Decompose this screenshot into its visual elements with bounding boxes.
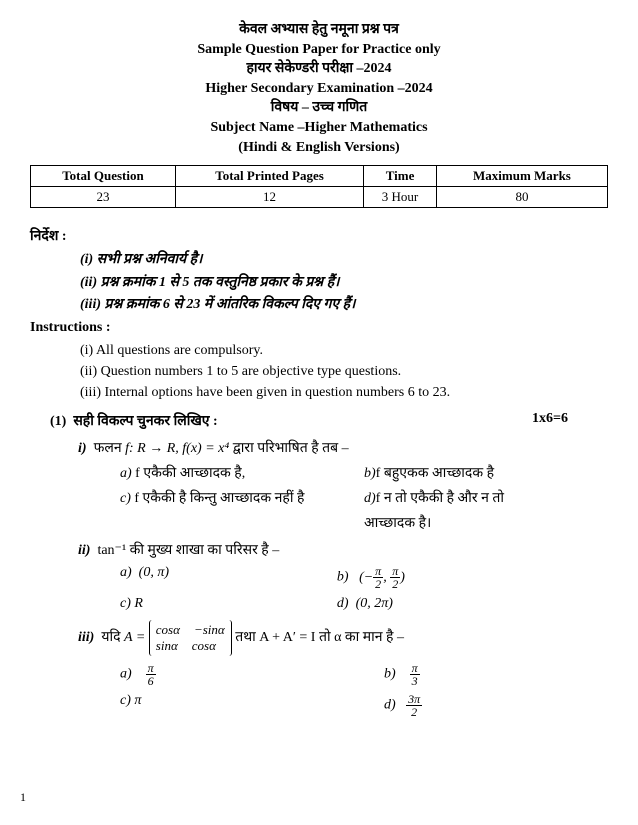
instr-iii: (iii) Internal options have been given i…	[80, 382, 608, 403]
q1-text: सही विकल्प चुनकर लिखिए :	[73, 414, 217, 429]
q1ii-opts-row2: c) R d) (0, 2π)	[120, 596, 608, 612]
q1iii: iii) यदि A = cosα−sinα sinαcosα तथा A + …	[78, 620, 608, 656]
q1ii-stem: tan⁻¹ की मुख्य शाखा का परिसर है –	[97, 543, 279, 558]
td-pages: 12	[175, 187, 363, 208]
th-pages: Total Printed Pages	[175, 166, 363, 187]
m12: −sinα	[194, 622, 225, 638]
q1-num: (1)	[50, 414, 66, 429]
th-marks: Maximum Marks	[436, 166, 607, 187]
m22: cosα	[192, 638, 216, 654]
frac-den: 2	[406, 706, 422, 718]
frac-den: 6	[146, 675, 156, 687]
q1i-opts-row3: आच्छादक है।	[120, 513, 608, 532]
opt-b: π3	[410, 662, 420, 687]
opt-label: d)	[337, 596, 349, 611]
td-marks: 80	[436, 187, 607, 208]
th-time: Time	[364, 166, 437, 187]
nirdesh-iii: (iii) प्रश्न क्रमांक 6 से 23 में आंतरिक …	[80, 294, 608, 316]
opt-label: b)	[384, 667, 396, 682]
q1i-stem1: फलन	[94, 441, 126, 456]
q1iii-stem1: यदि	[101, 631, 124, 646]
header-line: Sample Question Paper for Practice only	[30, 40, 608, 60]
opt-label: c)	[120, 693, 131, 708]
frac-den: 2	[373, 578, 383, 590]
nirdesh-i-text: (i) सभी प्रश्न अनिवार्य है।	[80, 252, 202, 267]
q1i-label: i)	[78, 441, 87, 456]
nirdesh-i: (i) सभी प्रश्न अनिवार्य है।	[80, 249, 608, 271]
instr-ii: (ii) Question numbers 1 to 5 are objecti…	[80, 361, 608, 382]
opt-c: π	[134, 693, 141, 708]
opt-b: (−π2, π2)	[359, 570, 405, 585]
frac-den: 2	[390, 578, 400, 590]
nirdesh-title: निर्देश :	[30, 226, 608, 245]
info-table: Total Question Total Printed Pages Time …	[30, 165, 608, 208]
q1i-math: f: R → R, f(x) = x⁴	[125, 441, 229, 456]
matrix-A: A =	[124, 631, 145, 646]
header-line: हायर सेकेण्डरी परीक्षा –2024	[30, 59, 608, 79]
header-line: (Hindi & English Versions)	[30, 138, 608, 158]
opt-c: R	[134, 596, 143, 611]
opt-label: d)	[364, 491, 376, 506]
opt-label: a)	[120, 667, 132, 682]
header-line: Subject Name –Higher Mathematics	[30, 118, 608, 138]
frac-den: 3	[410, 675, 420, 687]
q1i: i) फलन f: R → R, f(x) = x⁴ द्वारा परिभाष…	[78, 438, 608, 457]
opt-a: π6	[146, 662, 156, 687]
opt-d: (0, 2π)	[356, 596, 393, 611]
matrix: cosα−sinα sinαcosα	[149, 620, 232, 656]
q1iii-opts-row2: c) π d) 3π2	[120, 693, 608, 718]
nirdesh-iii-text: (iii) प्रश्न क्रमांक 6 से 23 में आंतरिक …	[80, 297, 355, 312]
nirdesh-ii: (ii) प्रश्न क्रमांक 1 से 5 तक वस्तुनिष्ठ…	[80, 272, 608, 294]
q1ii: ii) tan⁻¹ की मुख्य शाखा का परिसर है –	[78, 540, 608, 559]
paper-header: केवल अभ्यास हेतु नमूना प्रश्न पत्र Sampl…	[30, 20, 608, 157]
instr-i: (i) All questions are compulsory.	[80, 340, 608, 361]
opt-b: f बहुएकक आच्छादक है	[376, 466, 494, 481]
q1i-opts-row1: a) f एकैकी आच्छादक है, b)f बहुएकक आच्छाद…	[120, 463, 608, 482]
q1ii-label: ii)	[78, 543, 90, 558]
q1iii-stem2: तथा A + A′ = I तो α का मान है –	[235, 631, 404, 646]
m21: sinα	[156, 638, 178, 654]
q1-heading: (1) सही विकल्प चुनकर लिखिए : 1x6=6	[50, 411, 608, 430]
opt-label: a)	[120, 466, 132, 481]
m11: cosα	[156, 622, 180, 638]
td-total-q: 23	[31, 187, 176, 208]
nirdesh-ii-text: (ii) प्रश्न क्रमांक 1 से 5 तक वस्तुनिष्ठ…	[80, 275, 339, 290]
td-time: 3 Hour	[364, 187, 437, 208]
opt-d2: आच्छादक है।	[364, 513, 608, 532]
header-line: विषय – उच्च गणित	[30, 98, 608, 118]
opt-d: 3π2	[406, 693, 422, 718]
q1ii-opts-row1: a) (0, π) b) (−π2, π2)	[120, 565, 608, 590]
q1i-opts-row2: c) f एकैकी है किन्तु आच्छादक नहीं है d)f…	[120, 488, 608, 507]
opt-a: (0, π)	[139, 565, 169, 580]
opt-label: c)	[120, 596, 131, 611]
opt-label: d)	[384, 698, 396, 713]
th-total-q: Total Question	[31, 166, 176, 187]
page-number: 1	[20, 790, 26, 805]
opt-label: c)	[120, 491, 131, 506]
q1-marks: 1x6=6	[532, 411, 568, 430]
q1i-stem2: द्वारा परिभाषित है तब –	[233, 441, 349, 456]
opt-d: f न तो एकैकी है और न तो	[376, 491, 504, 506]
opt-label: b)	[364, 466, 376, 481]
instructions-title: Instructions :	[30, 320, 608, 336]
header-line: Higher Secondary Examination –2024	[30, 79, 608, 99]
header-line: केवल अभ्यास हेतु नमूना प्रश्न पत्र	[30, 20, 608, 40]
opt-a: f एकैकी आच्छादक है,	[132, 466, 246, 481]
q1iii-label: iii)	[78, 631, 94, 646]
opt-label: a)	[120, 565, 132, 580]
q1iii-opts-row1: a) π6 b) π3	[120, 662, 608, 687]
opt-c: f एकैकी है किन्तु आच्छादक नहीं है	[131, 491, 305, 506]
opt-label: b)	[337, 570, 349, 585]
